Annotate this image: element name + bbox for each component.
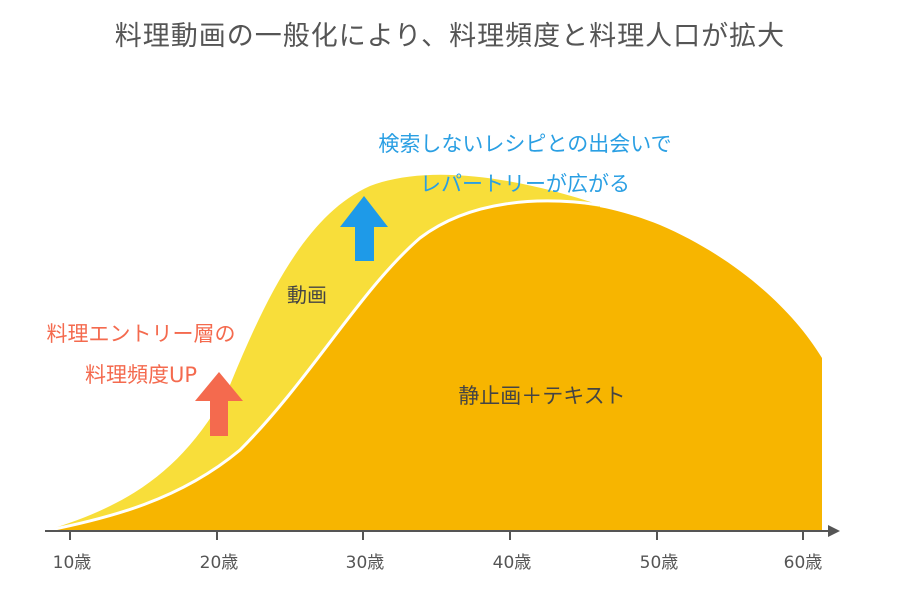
x-axis-tick-marks bbox=[69, 531, 804, 540]
x-tick-label: 40歳 bbox=[493, 553, 532, 573]
x-tick-label: 30歳 bbox=[346, 553, 385, 573]
x-tick-label: 20歳 bbox=[200, 553, 239, 573]
static-layer-label: 静止画＋テキスト bbox=[458, 384, 625, 408]
entry-annotation-line1: 料理エントリー層の bbox=[47, 322, 236, 346]
x-axis-arrowhead bbox=[828, 525, 840, 537]
x-tick-label: 10歳 bbox=[53, 553, 92, 573]
entry-annotation-line2: 料理頻度UP bbox=[85, 363, 197, 387]
video-layer-label: 動画 bbox=[287, 283, 327, 307]
static-layer-area bbox=[45, 201, 822, 531]
discover-annotation-line1: 検索しないレシピとの出会いで bbox=[378, 132, 671, 156]
x-tick-label: 50歳 bbox=[640, 553, 679, 573]
layer-boundary-line bbox=[44, 199, 601, 533]
page-title: 料理動画の一般化により、料理頻度と料理人口が拡大 bbox=[114, 21, 786, 52]
discover-annotation-line2: レパートリーが広がる bbox=[420, 172, 630, 196]
x-tick-label: 60歳 bbox=[784, 553, 823, 573]
arrow-up-icon bbox=[195, 372, 243, 436]
arrow-up-icon bbox=[340, 196, 388, 261]
